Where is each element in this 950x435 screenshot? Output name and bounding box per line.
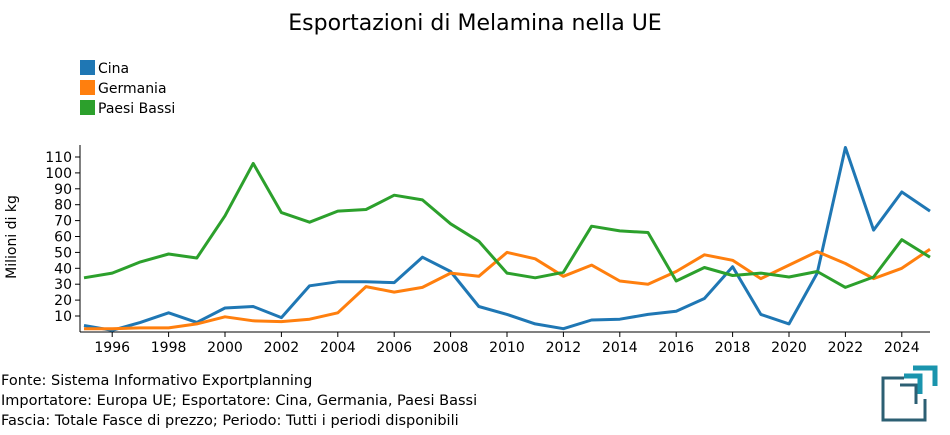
x-tick-label: 2022: [828, 340, 864, 356]
x-tick-label: 2012: [546, 340, 582, 356]
x-tick-label: 2016: [658, 340, 694, 356]
series-lines: [83, 146, 931, 332]
series-line-germania: [84, 247, 931, 331]
footer-source: Fonte: Sistema Informativo Exportplannin…: [1, 373, 312, 389]
legend-swatch: [80, 60, 95, 75]
x-tick-label: 2024: [884, 340, 920, 356]
x-tick-label: 1996: [94, 340, 130, 356]
x-tick-label: 2000: [207, 340, 243, 356]
x-tick-label: 2008: [433, 340, 469, 356]
legend-swatch: [80, 80, 95, 95]
y-tick-label: 70: [54, 214, 72, 230]
footer-importer: Importatore: Europa UE; Esportatore: Cin…: [1, 393, 477, 409]
footer-range: Fascia: Totale Fasce di prezzo; Periodo:…: [1, 413, 459, 429]
x-tick-label: 2014: [602, 340, 638, 356]
x-tick-label: 1998: [151, 340, 187, 356]
x-tick-label: 2006: [376, 340, 412, 356]
y-tick-label: 90: [54, 182, 72, 198]
chart-title: Esportazioni di Melamina nella UE: [288, 11, 661, 36]
y-tick-label: 110: [45, 150, 72, 166]
x-tick-label: 2010: [489, 340, 525, 356]
logo-icon: [881, 365, 938, 422]
legend: Cina Germania Paesi Bassi: [80, 60, 175, 117]
y-axis-label: Milioni di kg: [4, 195, 20, 279]
y-tick-label: 80: [54, 198, 72, 214]
legend-swatch: [80, 100, 95, 115]
legend-label: Germania: [98, 81, 167, 97]
y-tick-label: 20: [54, 293, 72, 309]
series-line-cina: [83, 146, 931, 332]
y-tick-label: 10: [54, 309, 72, 325]
x-tick-label: 2018: [715, 340, 751, 356]
legend-label: Cina: [98, 61, 129, 77]
y-tick-label: 100: [45, 166, 72, 182]
x-tick-label: 2002: [264, 340, 300, 356]
y-tick-label: 50: [54, 245, 72, 261]
y-tick-label: 40: [54, 261, 72, 277]
series-line-paesi-bassi: [83, 161, 931, 289]
y-tick-label: 30: [54, 277, 72, 293]
y-tick-label: 60: [54, 230, 72, 246]
x-tick-label: 2004: [320, 340, 356, 356]
legend-label: Paesi Bassi: [98, 101, 175, 117]
x-tick-label: 2020: [771, 340, 807, 356]
